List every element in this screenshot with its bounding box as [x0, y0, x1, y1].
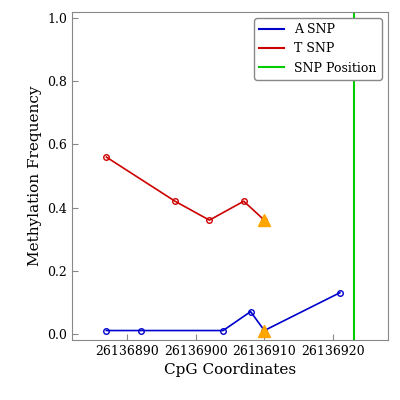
X-axis label: CpG Coordinates: CpG Coordinates [164, 364, 296, 378]
Legend: A SNP, T SNP, SNP Position: A SNP, T SNP, SNP Position [254, 18, 382, 80]
Y-axis label: Methylation Frequency: Methylation Frequency [28, 86, 42, 266]
